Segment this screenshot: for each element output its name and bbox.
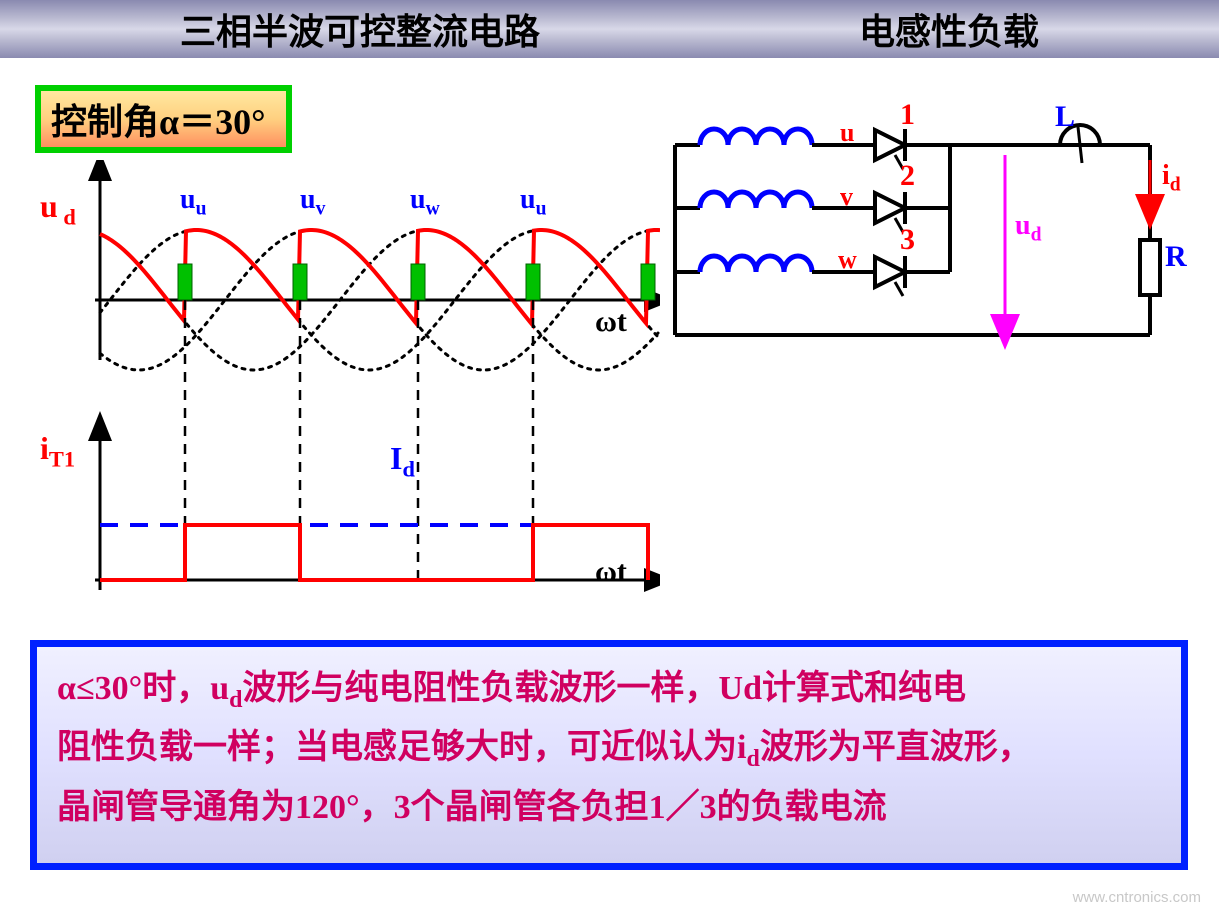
note-l1s1: d (229, 687, 242, 713)
note-l2s1: d (746, 746, 759, 772)
omega-t-2: ωt (595, 555, 627, 589)
phase-u-label: u (840, 118, 854, 148)
resistor-label: R (1165, 240, 1187, 274)
id-label: Id (390, 440, 415, 482)
phase-label-u: uu (520, 184, 546, 221)
waveform-diagram: u d uu uv uw uu ωt iT1 Id ωt (40, 160, 660, 610)
inductor-label: L (1055, 100, 1075, 134)
phase-label-u: uu (180, 184, 206, 221)
note-l2b: 波形为平直波形， (760, 729, 1032, 766)
waveform-svg (40, 160, 660, 620)
ud-circuit-label: ud (1015, 210, 1041, 247)
note-l1a: α≤30°时，u (57, 670, 229, 707)
phase-w-label: w (838, 245, 857, 275)
control-angle-box: 控制角α＝30° (35, 85, 292, 153)
phase-label-v: uv (300, 184, 325, 221)
thyristor-2-label: 2 (900, 159, 915, 193)
omega-t-1: ωt (595, 305, 627, 339)
phase-v-label: v (840, 182, 853, 212)
thyristor-3-label: 3 (900, 223, 915, 257)
control-angle-text: 控制角α＝30° (51, 102, 266, 142)
explanation-note: α≤30°时，ud波形与纯电阻性负载波形一样，Ud计算式和纯电 阻性负载一样；当… (30, 640, 1188, 870)
note-l1b: 波形与纯电阻性负载波形一样，Ud计算式和纯电 (243, 670, 966, 707)
header-title-left: 三相半波可控整流电路 (180, 3, 540, 55)
slide-header: 三相半波可控整流电路 电感性负载 (0, 0, 1219, 58)
thyristor-1-label: 1 (900, 98, 915, 132)
circuit-schematic: u v w 1 2 3 L id R ud (660, 100, 1190, 380)
note-l3: 晶闸管导通角为120°，3个晶闸管各负担1／3的负载电流 (57, 789, 887, 826)
phase-label-w: uw (410, 184, 440, 221)
header-title-right: 电感性负载 (859, 3, 1039, 55)
ud-axis-label: u d (40, 188, 76, 230)
note-l2a: 阻性负载一样；当电感足够大时，可近似认为i (57, 729, 746, 766)
circuit-svg (660, 100, 1190, 380)
id-circuit-label: id (1162, 160, 1181, 197)
it1-axis-label: iT1 (40, 430, 75, 472)
watermark: www.cntronics.com (1073, 889, 1201, 906)
